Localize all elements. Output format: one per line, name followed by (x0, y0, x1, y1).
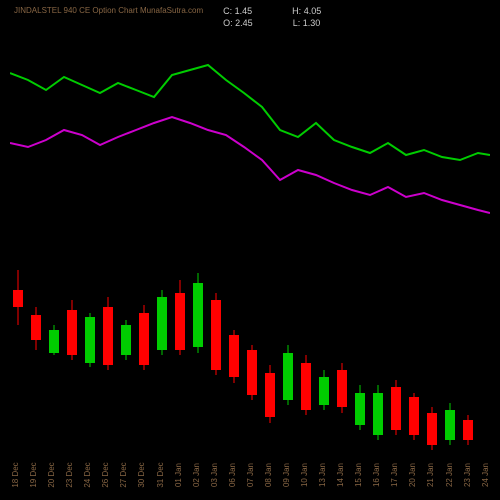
high-readout: H: 4.05 (292, 6, 321, 16)
chart-title: JINDALSTEL 940 CE Option Chart MunafaSut… (14, 6, 203, 28)
chart-svg (10, 35, 490, 450)
open-readout: O: 2.45 (223, 18, 253, 28)
close-readout: C: 1.45 (223, 6, 252, 16)
chart-header: JINDALSTEL 940 CE Option Chart MunafaSut… (14, 6, 490, 28)
ohlc-row-1: C: 1.45 H: 4.05 (223, 6, 321, 16)
chart-area (10, 35, 490, 450)
x-axis: 18 Dec19 Dec20 Dec23 Dec24 Dec26 Dec27 D… (10, 450, 490, 500)
low-readout: L: 1.30 (293, 18, 321, 28)
ohlc-block: C: 1.45 H: 4.05 O: 2.45 L: 1.30 (223, 6, 321, 28)
ohlc-row-2: O: 2.45 L: 1.30 (223, 18, 321, 28)
x-axis-label: 24 Jan (460, 470, 500, 480)
